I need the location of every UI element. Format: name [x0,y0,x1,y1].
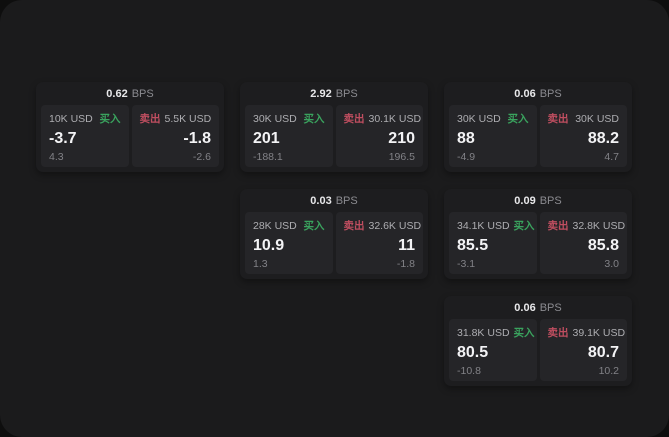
bps-value: 0.06 [514,87,536,100]
bps-value: 0.03 [310,194,332,207]
buy-delta: 1.3 [253,257,268,270]
buy-price: 10.9 [253,237,285,255]
sell-delta: 4.7 [604,150,619,163]
quote-tiles: 30K USD 买入 88 -4.9 卖出 30K USD 88.2 4.7 [449,105,627,167]
buy-side-label: 买入 [513,327,535,339]
sell-price: -1.8 [183,130,211,148]
buy-delta: 4.3 [49,150,64,163]
quote-card: 0.03 BPS 28K USD 买入 10.9 1.3 卖出 32.6K US… [240,189,428,279]
bps-value: 0.06 [514,301,536,314]
sell-delta: 196.5 [388,150,415,163]
sell-price: 210 [388,130,415,148]
sell-quote-tile[interactable]: 卖出 30.1K USD 210 196.5 [335,105,423,167]
sell-side-label: 卖出 [547,220,569,232]
sell-quote-tile[interactable]: 卖出 30K USD 88.2 4.7 [539,105,627,167]
buy-delta: -4.9 [457,150,476,163]
quote-tiles: 30K USD 买入 201 -188.1 卖出 30.1K USD 210 1… [245,105,423,167]
buy-delta: -3.1 [457,257,476,270]
quote-tiles: 28K USD 买入 10.9 1.3 卖出 32.6K USD 11 -1.8 [245,212,423,274]
sell-amount: 30K USD [575,113,619,125]
sell-quote-tile[interactable]: 卖出 32.8K USD 85.8 3.0 [539,212,627,274]
sell-side-label: 卖出 [139,113,161,125]
buy-price: 88 [457,130,475,148]
sell-price: 11 [398,237,415,255]
buy-quote-tile[interactable]: 28K USD 买入 10.9 1.3 [245,212,333,274]
sell-quote-tile[interactable]: 卖出 39.1K USD 80.7 10.2 [539,319,627,381]
buy-side-label: 买入 [303,113,325,125]
bps-header: 0.09 BPS [449,189,627,212]
buy-delta: -10.8 [457,364,481,377]
quote-card: 0.06 BPS 30K USD 买入 88 -4.9 卖出 30K USD 8… [444,82,632,172]
quote-card: 0.62 BPS 10K USD 买入 -3.7 4.3 卖出 5.5K USD… [36,82,224,172]
buy-amount: 30K USD [253,113,297,125]
buy-price: 201 [253,130,280,148]
sell-amount: 32.6K USD [368,220,422,232]
buy-side-label: 买入 [507,113,529,125]
bps-unit-label: BPS [131,87,154,100]
buy-amount: 10K USD [49,113,93,125]
bps-unit-label: BPS [335,87,358,100]
bps-header: 0.06 BPS [449,296,627,319]
sell-price: 85.8 [587,237,619,255]
buy-delta: -188.1 [253,150,283,163]
bps-header: 2.92 BPS [245,82,423,105]
sell-quote-tile[interactable]: 卖出 32.6K USD 11 -1.8 [335,212,423,274]
sell-delta: -1.8 [396,257,415,270]
buy-side-label: 买入 [303,220,325,232]
buy-amount: 31.8K USD [457,327,510,339]
sell-delta: 3.0 [604,257,619,270]
buy-price: 85.5 [457,237,489,255]
quote-card: 0.09 BPS 34.1K USD 买入 85.5 -3.1 卖出 32.8K… [444,189,632,279]
sell-side-label: 卖出 [547,327,569,339]
bps-value: 0.62 [106,87,128,100]
bps-value: 2.92 [310,87,332,100]
bps-unit-label: BPS [539,301,562,314]
quote-tiles: 31.8K USD 买入 80.5 -10.8 卖出 39.1K USD 80.… [449,319,627,381]
buy-quote-tile[interactable]: 31.8K USD 买入 80.5 -10.8 [449,319,537,381]
buy-quote-tile[interactable]: 30K USD 买入 88 -4.9 [449,105,537,167]
buy-amount: 30K USD [457,113,501,125]
bps-unit-label: BPS [539,87,562,100]
bps-unit-label: BPS [539,194,562,207]
sell-amount: 30.1K USD [368,113,422,125]
buy-side-label: 买入 [99,113,121,125]
buy-side-label: 买入 [513,220,535,232]
quote-tiles: 34.1K USD 买入 85.5 -3.1 卖出 32.8K USD 85.8… [449,212,627,274]
sell-side-label: 卖出 [343,113,365,125]
bps-value: 0.09 [514,194,536,207]
buy-amount: 34.1K USD [457,220,510,232]
bps-header: 0.06 BPS [449,82,627,105]
quote-card: 2.92 BPS 30K USD 买入 201 -188.1 卖出 30.1K … [240,82,428,172]
sell-side-label: 卖出 [547,113,569,125]
buy-quote-tile[interactable]: 30K USD 买入 201 -188.1 [245,105,333,167]
buy-price: 80.5 [457,344,489,362]
sell-quote-tile[interactable]: 卖出 5.5K USD -1.8 -2.6 [131,105,219,167]
sell-price: 80.7 [587,344,619,362]
quote-card: 0.06 BPS 31.8K USD 买入 80.5 -10.8 卖出 39.1… [444,296,632,386]
sell-delta: -2.6 [192,150,211,163]
sell-delta: 10.2 [598,364,619,377]
sell-amount: 32.8K USD [572,220,626,232]
sell-amount: 5.5K USD [164,113,212,125]
sell-amount: 39.1K USD [572,327,626,339]
buy-price: -3.7 [49,130,77,148]
buy-quote-tile[interactable]: 10K USD 买入 -3.7 4.3 [41,105,129,167]
buy-quote-tile[interactable]: 34.1K USD 买入 85.5 -3.1 [449,212,537,274]
sell-side-label: 卖出 [343,220,365,232]
bps-header: 0.62 BPS [41,82,219,105]
buy-amount: 28K USD [253,220,297,232]
bps-unit-label: BPS [335,194,358,207]
sell-price: 88.2 [587,130,619,148]
bps-header: 0.03 BPS [245,189,423,212]
quote-tiles: 10K USD 买入 -3.7 4.3 卖出 5.5K USD -1.8 -2.… [41,105,219,167]
